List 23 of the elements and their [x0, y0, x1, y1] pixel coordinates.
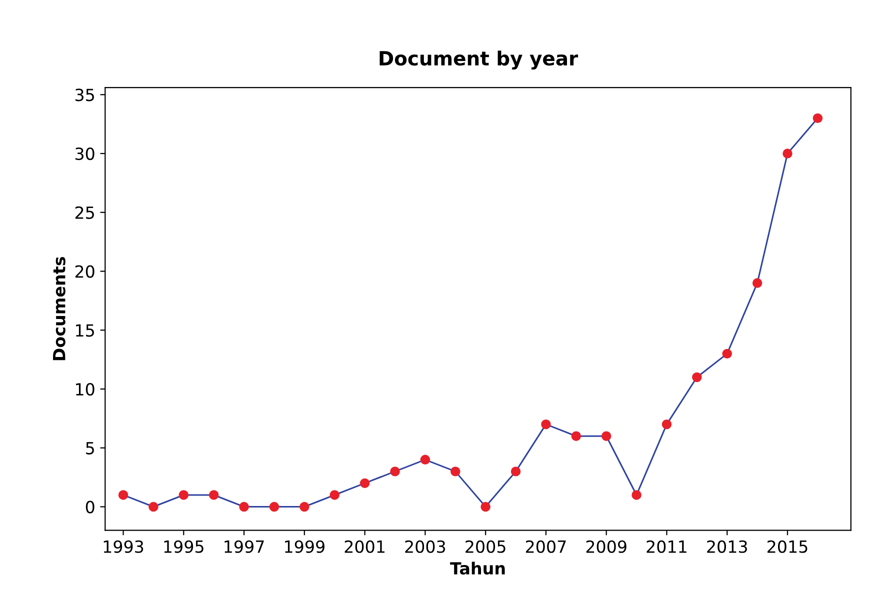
x-tick-label: 2001	[344, 540, 384, 553]
y-tick-label: 30	[75, 147, 94, 160]
y-tick-label: 20	[75, 265, 94, 278]
x-tick-label: 1997	[224, 540, 264, 553]
x-tick-label: 2013	[707, 540, 747, 553]
x-tick-label: 2015	[768, 540, 808, 553]
y-tick-label: 0	[86, 500, 94, 514]
y-tick-label: 5	[86, 442, 94, 454]
x-tick-label: 1999	[285, 540, 324, 553]
x-tick-label: 2005	[466, 540, 506, 553]
x-tick-label: 2011	[646, 540, 686, 553]
x-tick-label: 1993	[104, 540, 144, 553]
chart-title: Document by year	[380, 50, 578, 70]
x-axis-title: Tahun	[450, 562, 505, 575]
y-tick-label: 15	[76, 324, 94, 337]
x-tick-label: 1995	[164, 540, 204, 553]
y-axis-title: Documents	[53, 257, 66, 360]
x-tick-label: 2009	[586, 540, 626, 553]
x-tick-label: 2003	[405, 540, 446, 553]
y-tick-label: 10	[76, 382, 94, 396]
x-tick-label: 2007	[526, 540, 566, 553]
y-tick-label: 25	[75, 206, 94, 219]
y-tick-label: 35	[75, 88, 94, 102]
